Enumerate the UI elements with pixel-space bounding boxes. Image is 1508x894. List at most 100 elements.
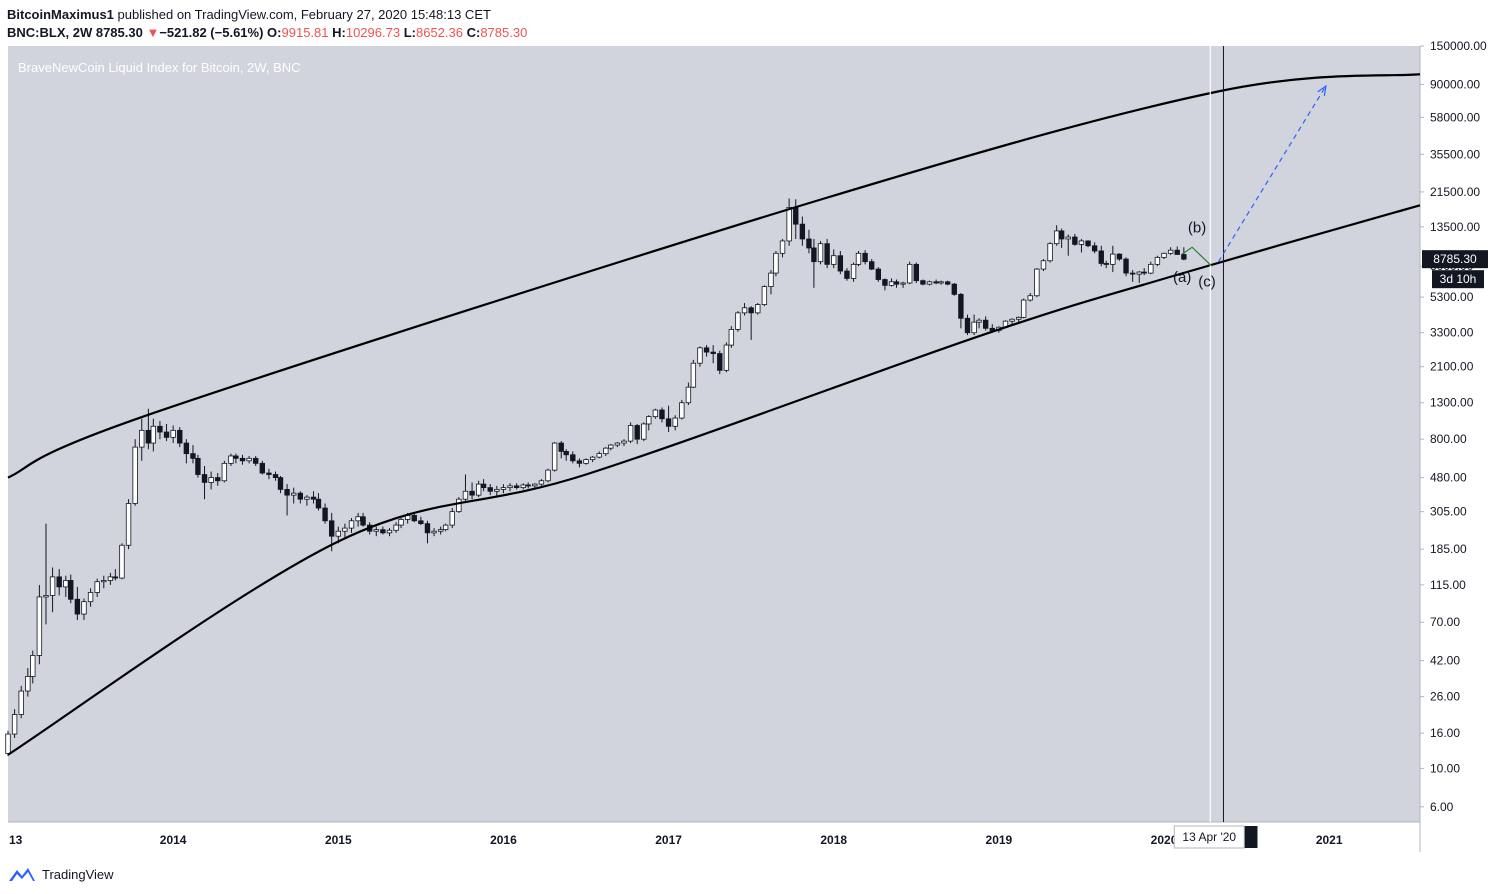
candle-body xyxy=(964,317,971,334)
candle-body xyxy=(360,516,366,526)
candle xyxy=(1148,261,1154,275)
candle xyxy=(697,346,703,367)
candle-body xyxy=(43,595,49,598)
candle-body xyxy=(779,240,786,254)
candle xyxy=(101,575,107,589)
candle-body xyxy=(710,351,716,354)
candle xyxy=(811,238,817,288)
tradingview-logo-icon[interactable] xyxy=(8,866,36,882)
candle xyxy=(11,709,18,738)
price-tick-label: 16.00 xyxy=(1430,726,1460,740)
candle xyxy=(119,543,125,580)
candle xyxy=(913,262,919,283)
candle-body xyxy=(1034,268,1040,297)
candle-body xyxy=(665,418,672,427)
candle-body xyxy=(735,312,741,330)
candle-body xyxy=(1085,240,1091,247)
candle-body xyxy=(355,516,361,522)
time-tick-label: 2014 xyxy=(160,833,187,847)
candle-body xyxy=(221,462,228,482)
candle-body xyxy=(525,484,531,487)
candle xyxy=(253,455,259,466)
price-tick-label: 6.00 xyxy=(1430,800,1454,814)
candle-body xyxy=(125,503,132,546)
candle-body xyxy=(824,243,830,265)
candle-body xyxy=(431,530,437,534)
candle-body xyxy=(348,520,355,529)
candle-body xyxy=(786,207,792,242)
price-axis[interactable]: 150000.00 90000.00 58000.00 35500.00 21500.0… xyxy=(1420,39,1488,814)
candle-body xyxy=(570,454,576,462)
candle-body xyxy=(1053,230,1060,245)
candle-body xyxy=(596,453,602,458)
candle xyxy=(1040,259,1047,272)
candle xyxy=(938,280,944,285)
candle-body xyxy=(411,515,417,522)
footer-brand[interactable]: TradingView xyxy=(42,866,114,882)
candle-body xyxy=(507,485,513,489)
price-tick-label: 21500.00 xyxy=(1430,185,1480,199)
plot-area[interactable] xyxy=(8,46,1420,822)
candle-body xyxy=(253,457,259,464)
candle xyxy=(494,485,500,498)
candle xyxy=(723,342,730,373)
low-label: L: xyxy=(403,25,416,40)
candle xyxy=(710,345,716,364)
candle-body xyxy=(1027,295,1033,301)
candle xyxy=(900,281,906,288)
candle xyxy=(882,278,888,291)
price-tick-label: 1300.00 xyxy=(1430,396,1474,410)
candle-body xyxy=(837,255,844,272)
candle-body xyxy=(982,319,989,329)
candle-body xyxy=(310,496,317,500)
candle xyxy=(920,279,926,286)
candle-body xyxy=(717,353,723,371)
candle xyxy=(532,483,538,488)
price-tick-label: 800.00 xyxy=(1430,432,1467,446)
candle xyxy=(315,493,322,511)
candle xyxy=(748,306,754,340)
wave-label: (b) xyxy=(1188,220,1206,237)
candle-body xyxy=(1016,316,1022,320)
candle xyxy=(679,399,685,420)
candle-body xyxy=(1072,236,1078,245)
candle xyxy=(74,586,81,621)
candle xyxy=(360,512,366,527)
candle-body xyxy=(201,474,208,483)
candle xyxy=(342,523,348,538)
candle-body xyxy=(926,281,933,285)
candle-body xyxy=(806,238,812,249)
candle-body xyxy=(850,263,857,279)
candle-body xyxy=(233,455,239,459)
candle-body xyxy=(272,474,279,478)
candle-body xyxy=(614,442,621,446)
candle-body xyxy=(882,279,888,286)
author-name[interactable]: BitcoinMaximus1 xyxy=(7,7,114,22)
candle xyxy=(393,522,399,533)
candle xyxy=(49,567,56,613)
candle xyxy=(741,303,748,316)
candle xyxy=(107,572,114,585)
candle-body xyxy=(690,362,697,388)
candle-body xyxy=(1065,236,1071,240)
candle xyxy=(690,359,697,389)
candle xyxy=(284,484,290,516)
candle-body xyxy=(875,268,882,280)
candle-body xyxy=(36,596,43,656)
candle xyxy=(1103,260,1109,269)
candle xyxy=(87,588,94,607)
candle xyxy=(94,578,100,597)
candle xyxy=(195,454,201,478)
price-tick-label: 150000.00 xyxy=(1430,39,1487,53)
candle xyxy=(1027,293,1033,302)
candle xyxy=(875,267,882,282)
candle xyxy=(603,447,609,456)
price-tick-label: 115.00 xyxy=(1430,578,1466,592)
candle xyxy=(190,445,196,464)
candle-body xyxy=(101,580,107,583)
candle-body xyxy=(697,347,703,364)
candle xyxy=(665,405,672,433)
candle xyxy=(621,439,627,447)
candle-body xyxy=(538,480,545,485)
